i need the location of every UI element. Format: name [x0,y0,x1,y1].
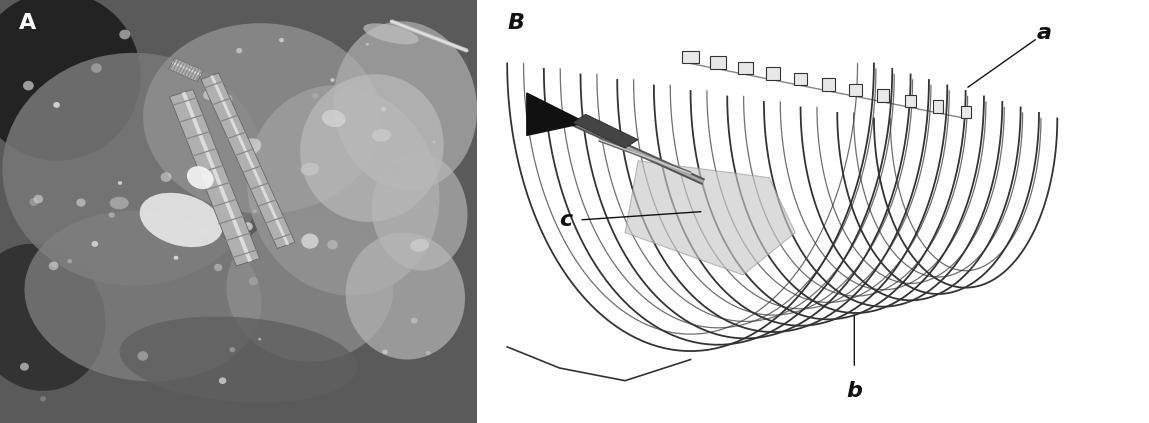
Circle shape [230,347,236,352]
Bar [849,84,862,96]
Bar [710,56,726,69]
Text: A: A [20,13,37,33]
Ellipse shape [187,166,214,189]
Circle shape [313,93,318,99]
Ellipse shape [234,138,261,158]
Circle shape [237,48,242,53]
Circle shape [327,240,338,249]
Circle shape [432,140,435,143]
Circle shape [332,85,341,93]
Ellipse shape [301,163,319,176]
Ellipse shape [410,239,429,252]
Bar [766,67,780,80]
Ellipse shape [109,197,129,209]
Circle shape [119,30,130,39]
Circle shape [109,212,115,218]
Circle shape [161,172,171,182]
Circle shape [224,94,232,102]
Ellipse shape [2,53,264,286]
Circle shape [380,107,386,112]
Polygon shape [169,58,203,82]
Ellipse shape [300,74,444,222]
Ellipse shape [363,23,418,44]
Circle shape [425,351,431,355]
Circle shape [33,195,44,203]
Circle shape [138,351,148,361]
Ellipse shape [0,0,140,161]
Circle shape [301,233,318,249]
Circle shape [279,38,284,42]
Polygon shape [171,61,201,76]
Ellipse shape [333,21,477,190]
Circle shape [52,262,57,267]
Circle shape [23,81,33,91]
Bar [933,100,943,113]
Polygon shape [170,89,260,266]
Ellipse shape [119,316,357,403]
Circle shape [48,261,59,270]
Ellipse shape [144,23,381,214]
Ellipse shape [203,86,226,100]
Circle shape [253,209,256,213]
Circle shape [40,396,46,401]
Circle shape [249,277,259,285]
Circle shape [391,165,401,174]
Ellipse shape [247,85,440,296]
Text: B: B [507,13,524,33]
Circle shape [68,259,72,264]
Bar [905,95,916,107]
Ellipse shape [24,211,262,382]
Bar [738,62,753,74]
Polygon shape [526,93,586,135]
Circle shape [218,377,226,384]
Ellipse shape [372,152,468,271]
Bar [961,106,971,118]
Circle shape [173,256,178,260]
Polygon shape [625,161,795,275]
Ellipse shape [322,110,346,127]
Ellipse shape [372,129,391,142]
Bar [683,51,699,63]
Polygon shape [572,114,638,148]
Circle shape [20,363,29,371]
Circle shape [383,349,387,354]
Circle shape [214,264,223,271]
Ellipse shape [0,244,106,391]
Ellipse shape [140,193,223,247]
Circle shape [411,318,417,324]
Text: c: c [560,210,572,230]
Circle shape [118,181,122,185]
Circle shape [259,338,261,341]
Polygon shape [210,75,290,245]
Circle shape [76,198,86,207]
Circle shape [331,78,334,82]
Circle shape [91,63,102,73]
Bar [822,78,834,91]
Circle shape [244,222,253,231]
Circle shape [92,241,98,247]
Text: b: b [847,381,862,401]
Circle shape [201,236,209,243]
Circle shape [365,43,369,46]
Bar [877,89,889,102]
Text: a: a [1036,23,1051,43]
Circle shape [30,198,38,206]
Circle shape [53,102,60,108]
Bar [794,73,808,85]
Polygon shape [182,92,252,262]
Ellipse shape [346,233,465,360]
Ellipse shape [226,214,393,362]
Polygon shape [201,73,295,248]
